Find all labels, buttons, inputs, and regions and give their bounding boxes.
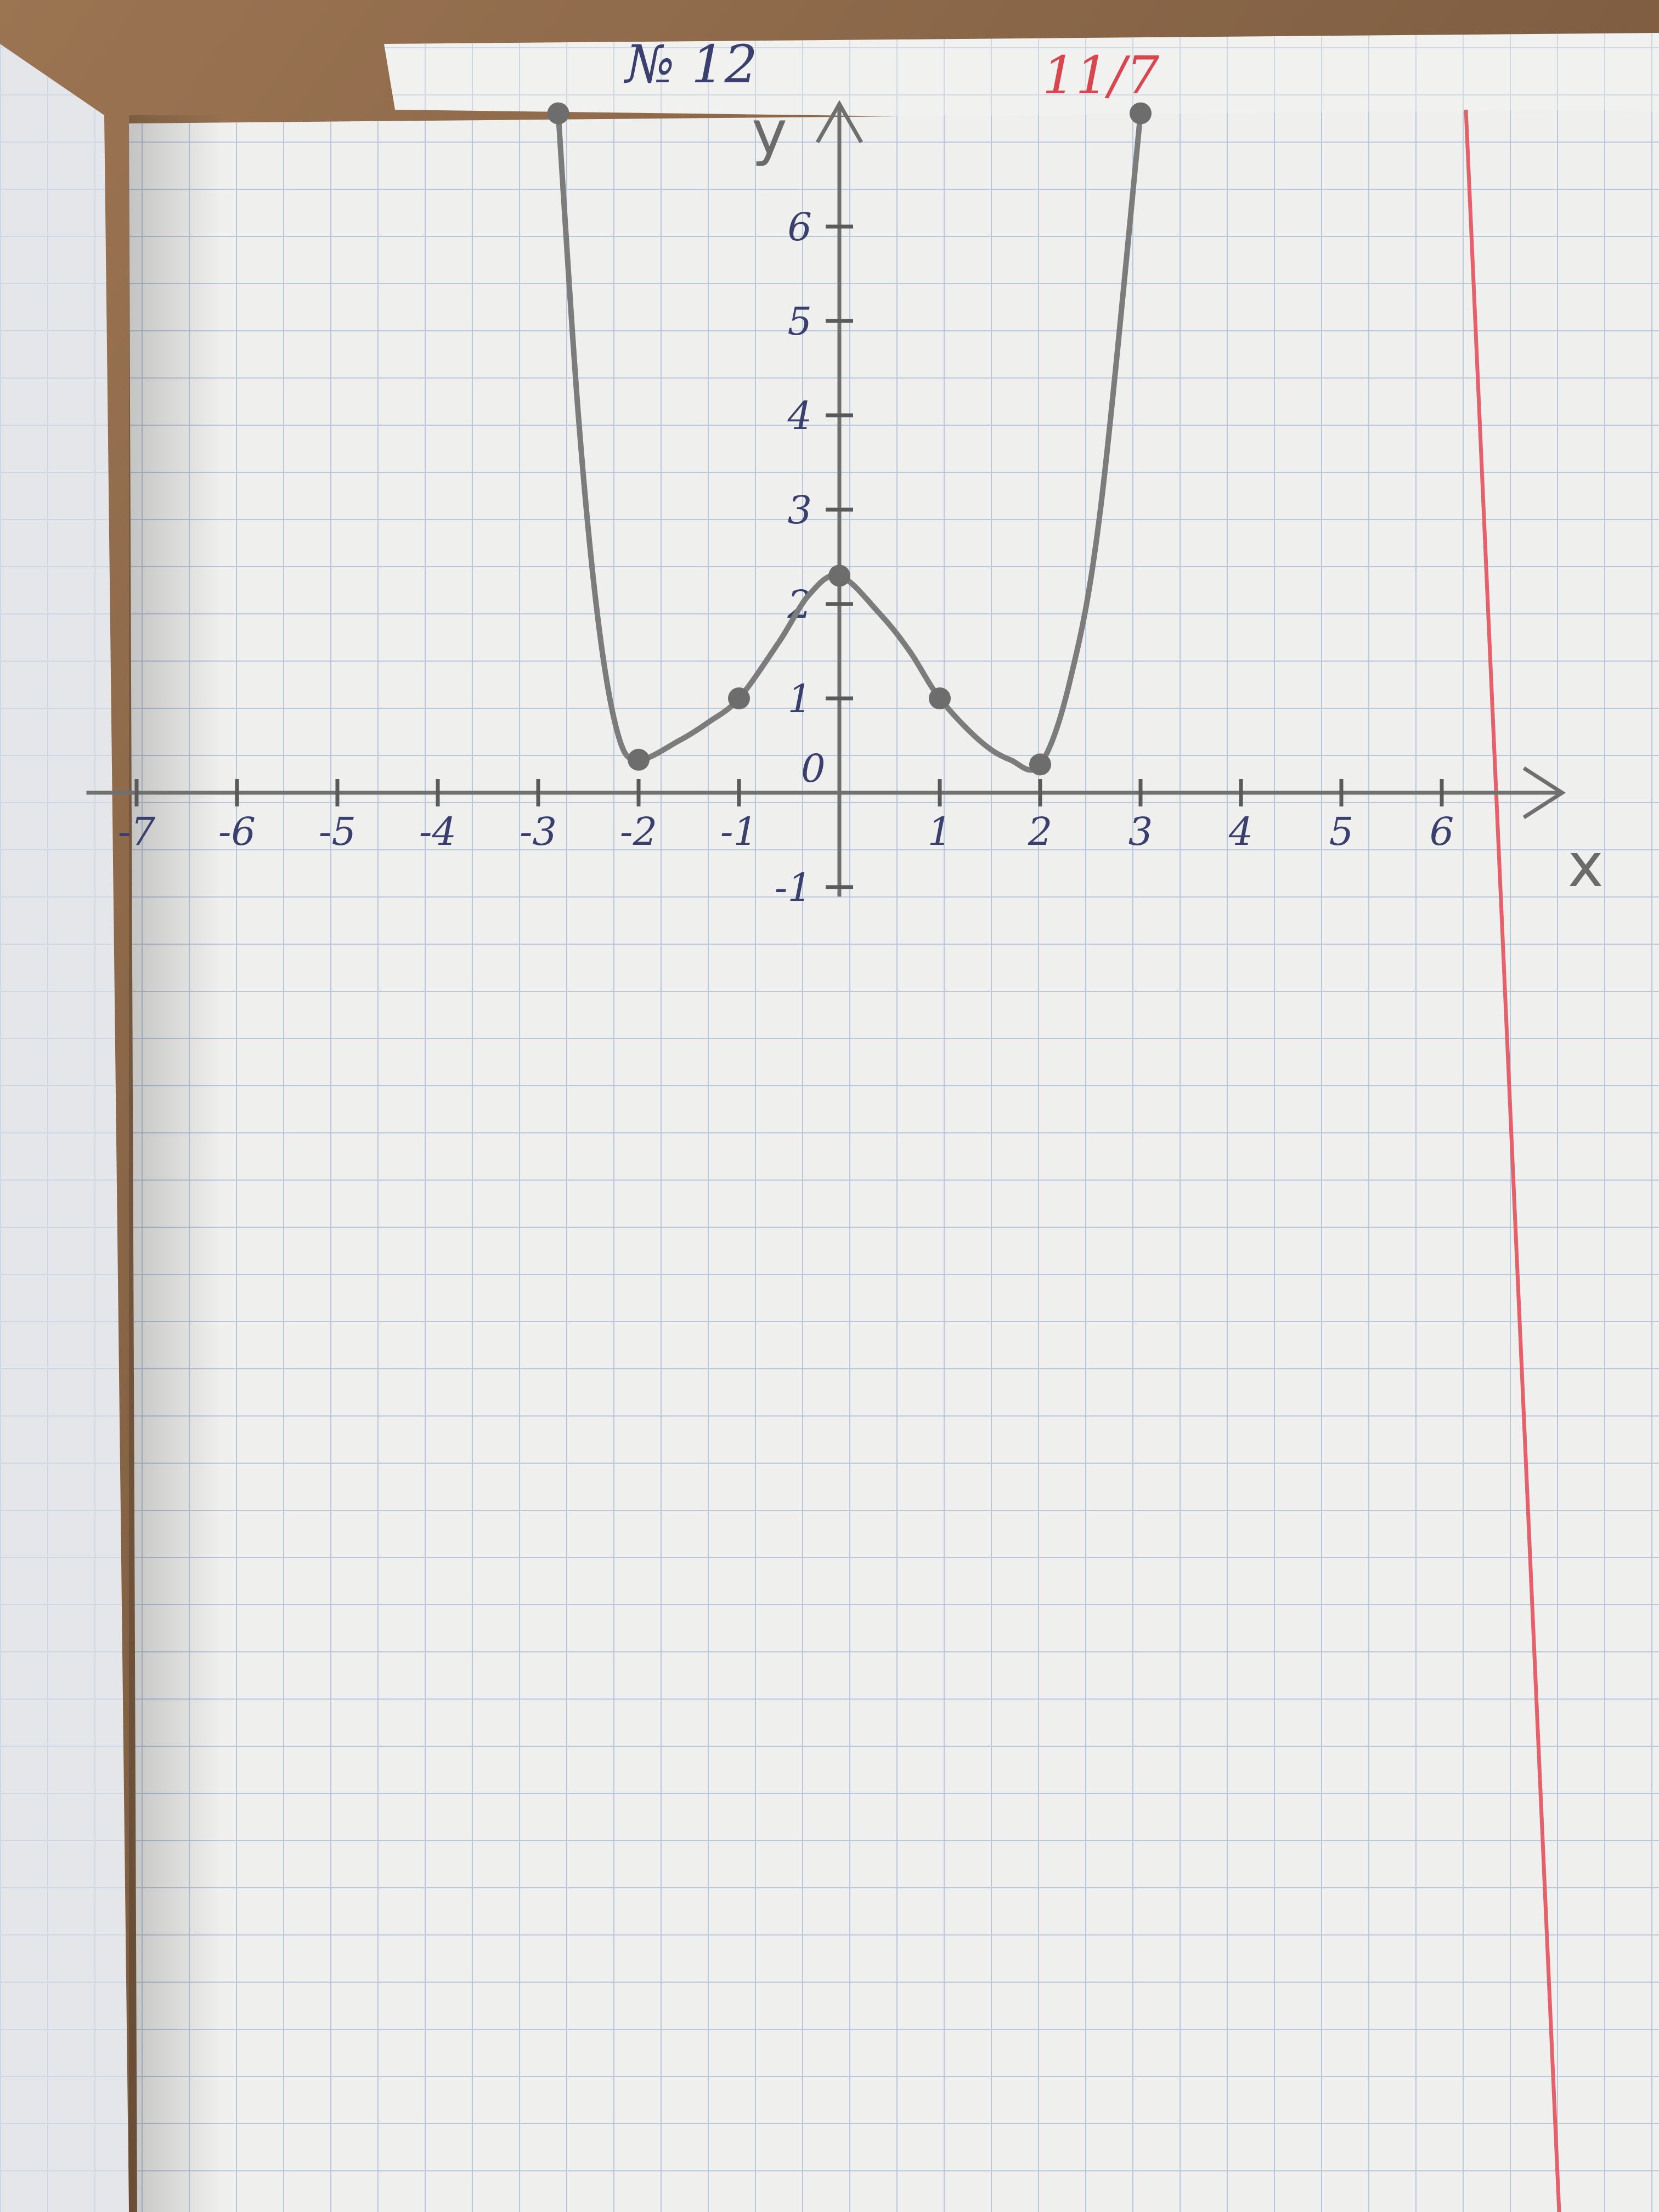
x-tick-label: 5 xyxy=(1329,809,1354,854)
marked-point xyxy=(628,748,650,771)
x-tick-label: 1 xyxy=(928,809,952,854)
y-axis-arrow xyxy=(815,100,864,144)
function-curve xyxy=(555,110,1143,773)
x-tick-label: -3 xyxy=(520,809,557,854)
x-tick-label: 6 xyxy=(1430,809,1454,854)
marked-point xyxy=(547,102,569,125)
y-tick-label: 3 xyxy=(787,488,812,533)
x-tick-label: -2 xyxy=(620,809,657,854)
marked-point xyxy=(1130,102,1152,125)
x-axis-arrow xyxy=(1522,766,1566,819)
x-tick-label: 2 xyxy=(1028,809,1053,854)
y-tick-label: 6 xyxy=(787,205,812,250)
x-tick-label: -4 xyxy=(419,809,456,854)
origin-label: 0 xyxy=(801,746,826,791)
x-tick-label: -1 xyxy=(720,809,758,854)
y-axis-label: y xyxy=(752,97,787,167)
y-tick-label: 4 xyxy=(787,393,812,438)
marked-point xyxy=(929,687,951,709)
marked-point xyxy=(728,687,750,709)
y-tick-label: 1 xyxy=(787,676,812,721)
x-tick-label: -6 xyxy=(218,809,256,854)
marked-point xyxy=(1029,753,1051,776)
header-left-mark: № 12 xyxy=(623,35,758,95)
margin-line xyxy=(1464,109,1561,2212)
x-tick-label: 4 xyxy=(1228,809,1254,854)
x-tick-label: -5 xyxy=(319,809,356,854)
x-tick-label: -7 xyxy=(118,809,156,854)
marked-point xyxy=(828,565,850,587)
x-axis-label: x xyxy=(1568,830,1604,900)
x-tick-label: 3 xyxy=(1128,809,1153,854)
y-tick-label: 5 xyxy=(787,299,812,344)
header-right-mark: 11/7 xyxy=(1042,46,1160,106)
y-tick-label: -1 xyxy=(775,865,812,910)
